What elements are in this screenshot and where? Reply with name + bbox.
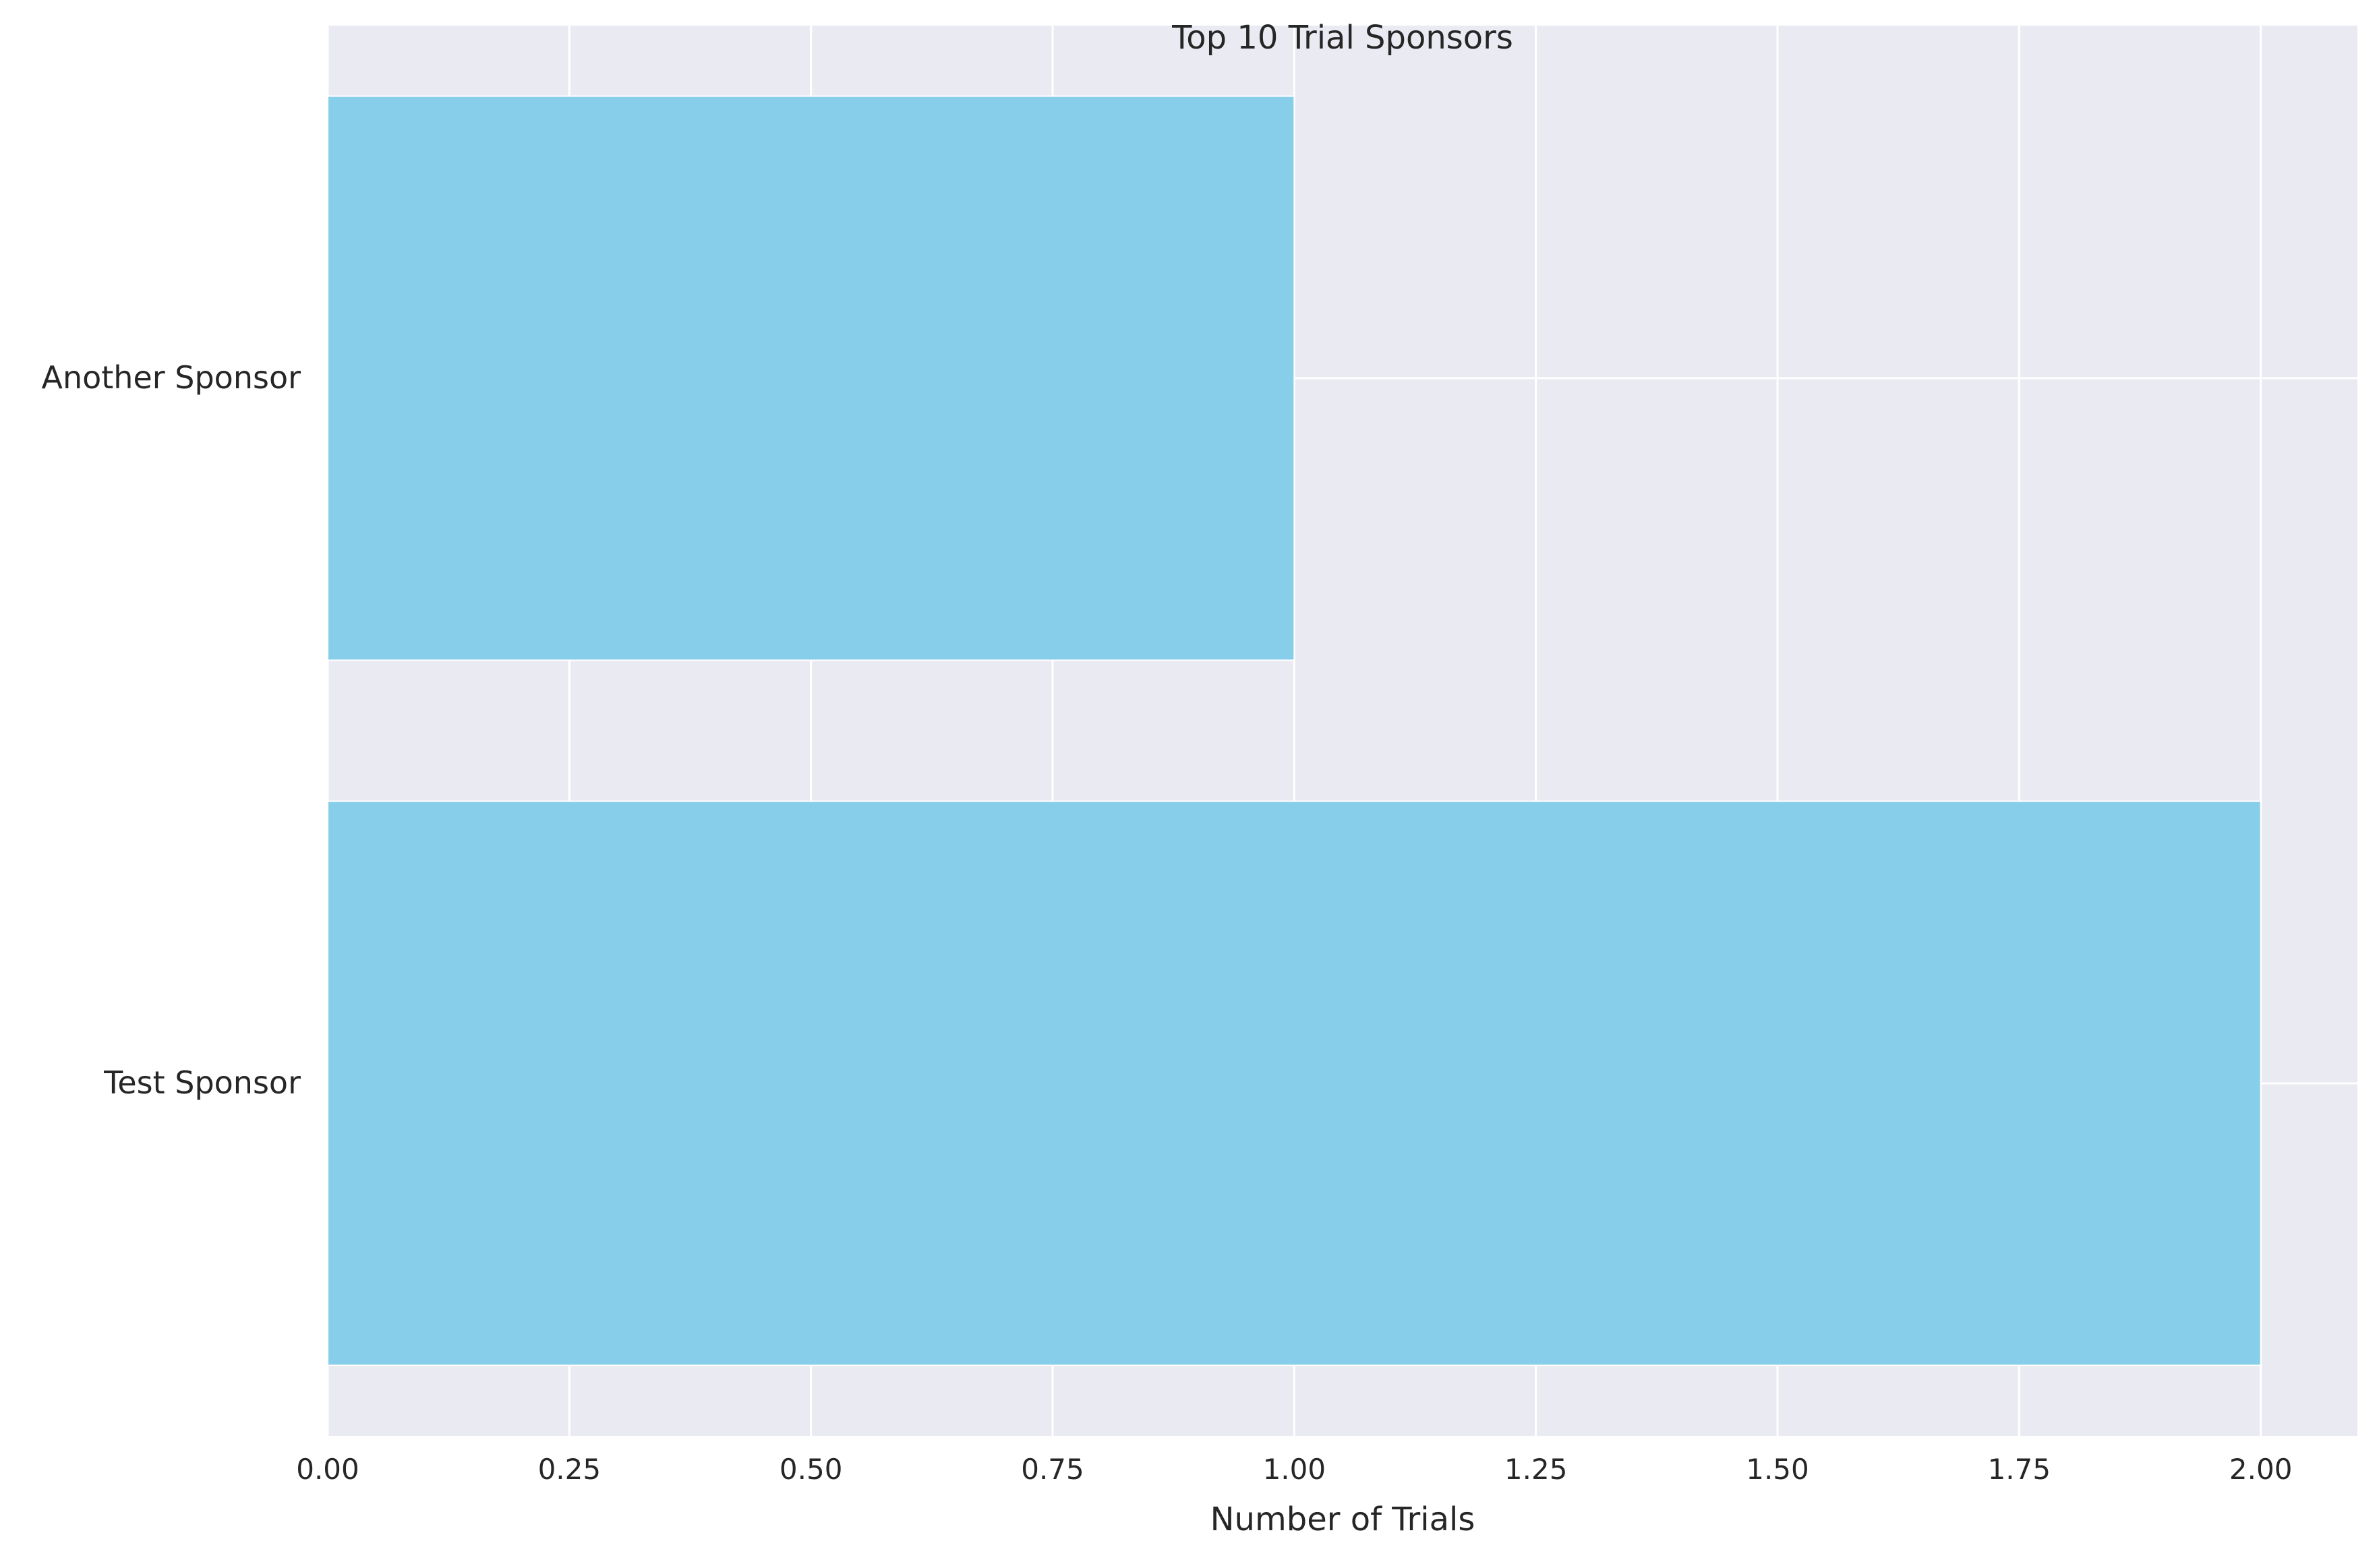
x-axis-label: Number of Trials (1210, 1501, 1475, 1538)
x-tick-label: 2.00 (2229, 1453, 2293, 1486)
bar-test-sponsor (327, 800, 2262, 1366)
x-tick-label: 0.00 (296, 1453, 359, 1486)
tick-labels: 0.00 0.25 0.50 0.75 1.00 1.25 1.50 1.75 2.00 Test… (41, 359, 2292, 1486)
y-tick-label: Test Sponsor (103, 1064, 301, 1101)
chart-title: Top 10 Trial Sponsors (1171, 19, 1513, 57)
bars (327, 95, 2262, 1366)
x-tick-label: 1.50 (1746, 1453, 1809, 1486)
x-tick-label: 1.00 (1263, 1453, 1326, 1486)
bar-another-sponsor (327, 95, 1295, 661)
x-tick-label: 0.25 (538, 1453, 601, 1486)
x-tick-label: 0.50 (780, 1453, 843, 1486)
x-tick-label: 0.75 (1021, 1453, 1084, 1486)
y-tick-label: Another Sponsor (41, 359, 301, 396)
x-tick-label: 1.75 (1988, 1453, 2051, 1486)
x-tick-label: 1.25 (1504, 1453, 1568, 1486)
